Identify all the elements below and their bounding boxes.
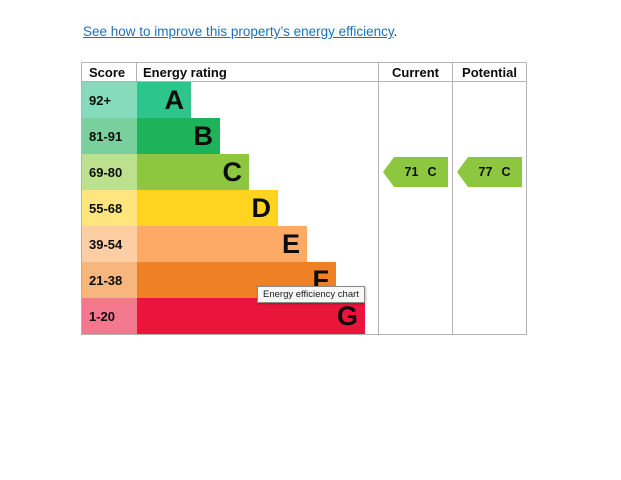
band-d-bar: D (137, 190, 278, 226)
band-c-letter: C (222, 156, 243, 187)
band-e-score: 39-54 (82, 226, 137, 262)
improve-efficiency-link[interactable]: See how to improve this property’s energ… (83, 24, 394, 39)
band-a-bar: A (137, 82, 191, 118)
band-e-bar: E (137, 226, 307, 262)
energy-rating-table: Score Energy rating Current Potential 92… (81, 62, 527, 335)
band-g-bar: G (137, 298, 365, 334)
link-period: . (393, 24, 398, 39)
band-c-bar-cell: C (137, 154, 378, 190)
energy-chart-tooltip: Energy efficiency chart (257, 286, 365, 303)
potential-band-letter: C (501, 165, 511, 179)
current-score-value: 71 (404, 165, 419, 179)
band-g-score: 1-20 (82, 298, 137, 334)
improve-link-row: See how to improve this property’s energ… (83, 24, 397, 39)
current-column-header: Current (378, 63, 452, 82)
rating-column-header: Energy rating (137, 63, 378, 82)
band-a-letter: A (164, 84, 185, 115)
band-g-bar-cell: G (137, 298, 378, 334)
band-c-bar: C (137, 154, 249, 190)
band-a-bar-cell: A (137, 82, 378, 118)
band-e-letter: E (281, 228, 300, 259)
band-f-bar: F (137, 262, 336, 298)
band-d-letter: D (251, 192, 272, 223)
band-f-score: 21-38 (82, 262, 137, 298)
band-d-bar-cell: D (137, 190, 378, 226)
potential-column-header: Potential (452, 63, 526, 82)
potential-score-value: 77 (478, 165, 493, 179)
band-f-bar-cell: F (137, 262, 378, 298)
band-d-score: 55-68 (82, 190, 137, 226)
score-column-header: Score (82, 63, 137, 82)
current-rating-marker: 71 C (383, 157, 448, 187)
current-column: 71 C (378, 82, 452, 334)
current-band-letter: C (427, 165, 437, 179)
band-e-bar-cell: E (137, 226, 378, 262)
band-b-score: 81-91 (82, 118, 137, 154)
band-g-letter: G (336, 300, 358, 331)
band-b-bar-cell: B (137, 118, 378, 154)
potential-column: 77 C (452, 82, 526, 334)
band-b-letter: B (193, 120, 214, 151)
band-b-bar: B (137, 118, 220, 154)
band-a-score: 92+ (82, 82, 137, 118)
band-c-score: 69-80 (82, 154, 137, 190)
potential-rating-marker: 77 C (457, 157, 522, 187)
